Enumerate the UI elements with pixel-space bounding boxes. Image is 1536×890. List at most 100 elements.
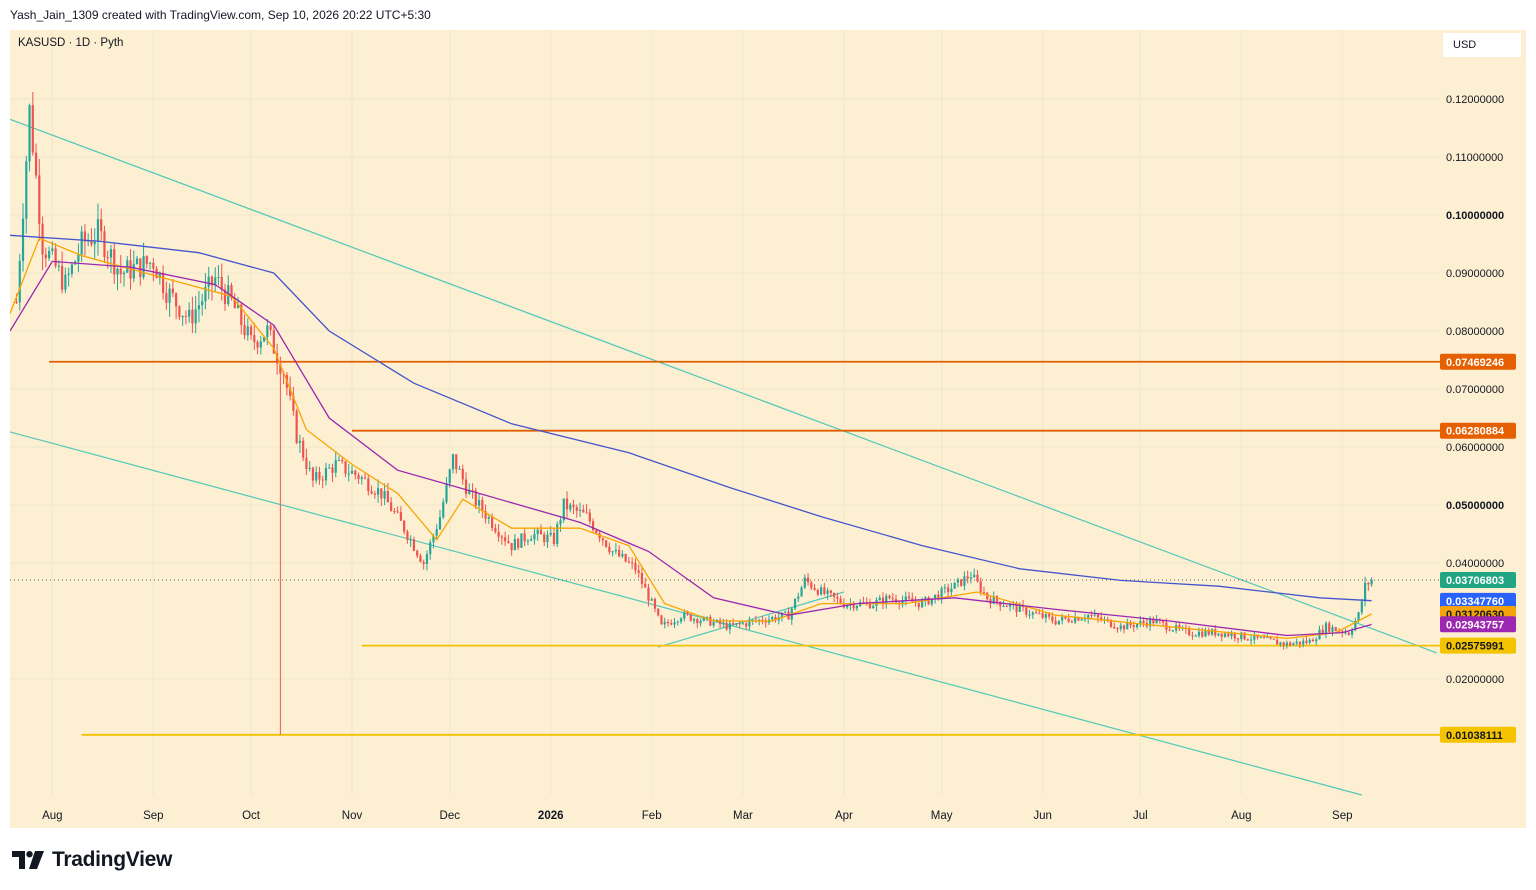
candle [973,568,976,578]
candle-body [800,587,803,597]
candle [406,529,409,544]
candle-body [432,535,435,543]
currency-button[interactable]: USD [1443,33,1521,57]
candle-body [236,304,240,309]
candle-body [823,587,826,594]
candle [93,228,96,259]
price-chart[interactable]: 0.12000000 0.11000000 0.10000000 0.09000000… [10,30,1526,828]
candle [165,281,168,310]
candle-body [1155,619,1158,624]
candle-body [61,265,64,290]
candle [350,465,354,475]
candle [1318,625,1321,640]
candle-body [556,524,559,544]
candle-body [269,325,272,330]
candle [588,508,591,525]
price-label-text: 0.06280884 [1446,426,1505,438]
candle [719,617,722,629]
candle-body [1207,630,1210,635]
candle-body [813,587,816,590]
candle [1272,638,1275,640]
candle [468,483,471,495]
y-axis-tick-label: 0.04000000 [1446,558,1504,570]
price-label: 0.03706803 [1440,572,1516,589]
candle [598,530,601,543]
candle [1292,642,1295,646]
candle-body [1236,638,1240,640]
candle-body [1311,639,1315,642]
candle-body [673,622,676,625]
candle [21,203,25,272]
candle [634,558,637,575]
candle-body [745,623,748,627]
candle [383,483,386,506]
candle-body [334,460,337,473]
candle-body [591,521,595,531]
candle [1064,616,1067,620]
candle [360,475,363,485]
candle-body [881,597,885,604]
candle-body [947,587,950,593]
candle-body [793,598,797,609]
candle-body [227,285,230,304]
candle [373,490,376,499]
candle-body [1282,642,1285,646]
tradingview-logo[interactable]: TradingView [12,848,172,872]
candle-body [165,293,168,303]
candle [920,597,924,609]
candle-body [904,596,907,601]
candle-body [148,262,152,264]
candle-body [920,601,924,608]
chart-pane[interactable]: 0.12000000 0.11000000 0.10000000 0.09000000… [10,30,1526,828]
candle [585,504,588,514]
candle [618,545,621,558]
candle-body [644,583,647,588]
candle [758,618,761,626]
candle-body [409,539,412,541]
candle-body [585,512,588,514]
price-label: 0.06280884 [1440,422,1516,439]
price-label: 0.03347760 [1440,592,1516,609]
candle [122,270,126,287]
candle [657,608,660,617]
candle [113,243,116,284]
candle [445,476,448,505]
candle [702,615,705,622]
candle [888,594,891,600]
candle-body [907,596,911,599]
candle [354,469,357,480]
candle [1282,641,1285,650]
y-axis-tick-label: 0.08000000 [1446,326,1504,338]
x-axis-tick-label: 2026 [538,810,564,822]
candle-body [1100,617,1103,621]
y-axis-tick-label: 0.12000000 [1446,94,1504,106]
candle-body [57,265,60,267]
candle [145,255,148,269]
candle [1074,612,1077,624]
candle [161,265,165,300]
candle [943,583,946,594]
candle [898,600,901,610]
candle [878,595,881,601]
candle [605,539,608,548]
candle-body [360,477,363,480]
candle [376,479,380,503]
candle [1116,627,1119,633]
candle [90,228,93,247]
candle [191,296,194,333]
x-axis-tick-label: Apr [835,810,853,822]
candle-body [1279,642,1282,645]
price-label-text: 0.01038111 [1446,730,1503,742]
candle-body [54,248,57,266]
candle-body [70,264,73,274]
candle-body [1217,633,1220,636]
candle-body [943,587,946,589]
candle-body [738,623,741,625]
candle [647,583,650,607]
x-axis-tick-label: Feb [642,810,662,822]
candle-body [992,596,995,604]
symbol-info[interactable]: KASUSD · 1D · Pyth [18,37,124,49]
candle-body [621,554,624,557]
candle [862,596,865,604]
candle-body [725,622,728,630]
